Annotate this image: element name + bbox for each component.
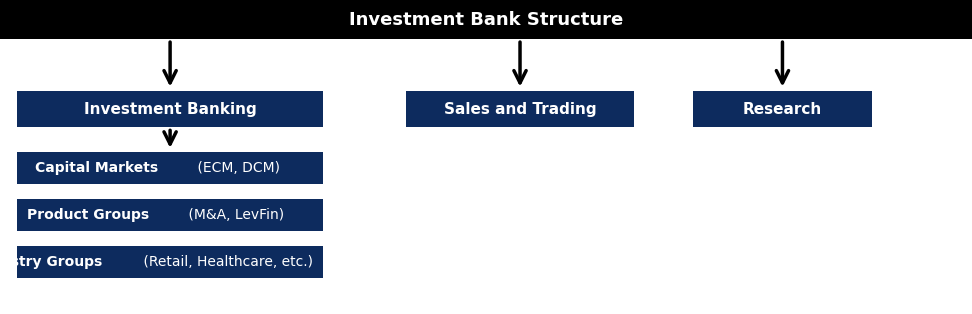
FancyBboxPatch shape	[17, 152, 323, 184]
Text: Product Groups: Product Groups	[26, 208, 149, 222]
Text: (Retail, Healthcare, etc.): (Retail, Healthcare, etc.)	[139, 255, 313, 269]
FancyBboxPatch shape	[0, 0, 972, 39]
Text: (ECM, DCM): (ECM, DCM)	[193, 161, 280, 175]
FancyBboxPatch shape	[17, 246, 323, 278]
Text: Sales and Trading: Sales and Trading	[443, 102, 597, 116]
FancyBboxPatch shape	[17, 199, 323, 231]
FancyBboxPatch shape	[17, 91, 323, 127]
Text: Industry Groups: Industry Groups	[0, 255, 103, 269]
Text: Research: Research	[743, 102, 822, 116]
Text: Capital Markets: Capital Markets	[35, 161, 157, 175]
Text: Investment Banking: Investment Banking	[84, 102, 257, 116]
Text: (M&A, LevFin): (M&A, LevFin)	[185, 208, 285, 222]
FancyBboxPatch shape	[406, 91, 635, 127]
Text: Investment Bank Structure: Investment Bank Structure	[349, 11, 623, 29]
FancyBboxPatch shape	[692, 91, 873, 127]
